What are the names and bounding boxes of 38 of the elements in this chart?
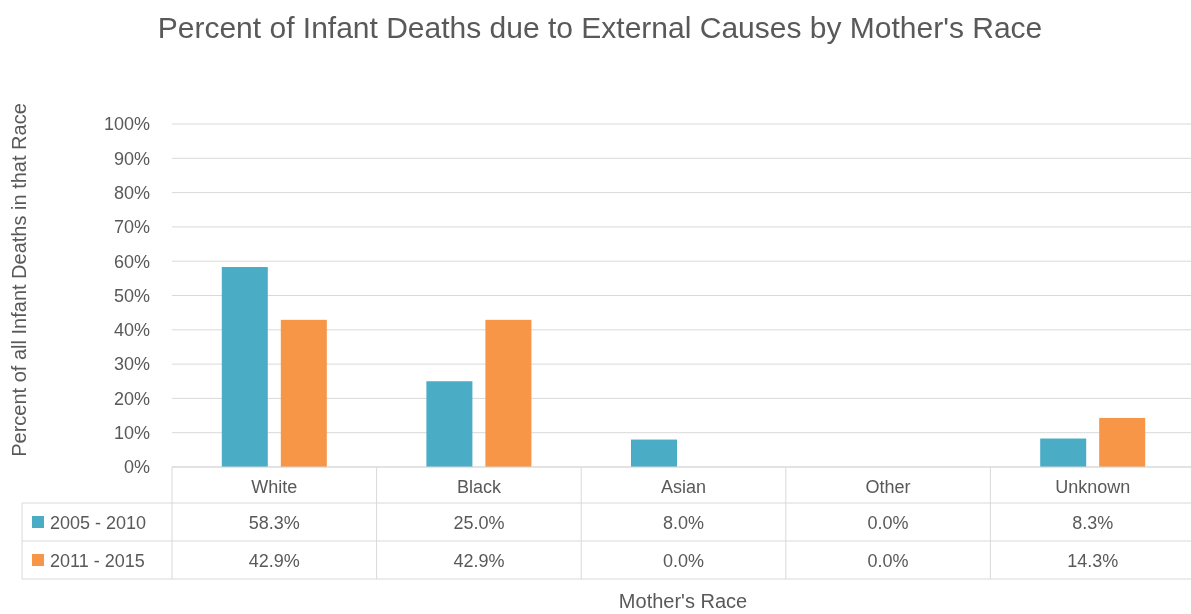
data-label: 0.0% <box>662 551 705 571</box>
bar <box>485 319 532 467</box>
x-axis-title: Mother's Race <box>618 590 748 612</box>
bar <box>1040 438 1087 467</box>
y-tick-label: 20% <box>113 388 150 409</box>
x-tick-label: Black <box>456 477 502 497</box>
y-tick-label: 10% <box>113 423 150 443</box>
y-tick-label: 90% <box>113 148 150 169</box>
data-label: 42.9% <box>453 551 505 571</box>
y-axis-title: Percent of all Infant Deaths in that Race <box>8 103 30 457</box>
legend-label: 2011 - 2015 <box>50 551 145 571</box>
y-tick-label: 80% <box>113 182 150 203</box>
chart-title: Percent of Infant Deaths due to External Causes by Mother's Race <box>157 11 1043 44</box>
legend-label: 2005 - 2010 <box>50 513 147 533</box>
data-label: 58.3% <box>248 513 300 533</box>
data-label: 8.0% <box>662 513 705 533</box>
data-label: 0.0% <box>867 551 909 571</box>
bar <box>1099 417 1146 467</box>
bar <box>631 439 677 467</box>
y-tick-label: 70% <box>113 217 150 238</box>
bar <box>221 267 268 467</box>
x-tick-label: Unknown <box>1055 477 1131 497</box>
x-tick-label: Other <box>865 477 911 497</box>
x-tick-label: White <box>251 477 298 497</box>
y-tick-label: 30% <box>113 354 150 375</box>
bar <box>426 381 473 467</box>
data-label: 42.9% <box>248 551 300 571</box>
y-tick-label: 40% <box>113 320 150 341</box>
y-tick-label: 0% <box>123 457 150 478</box>
x-tick-label: Asian <box>660 477 707 497</box>
data-label: 14.3% <box>1067 551 1119 571</box>
data-label: 8.3% <box>1072 513 1114 533</box>
data-label: 0.0% <box>867 513 909 533</box>
data-label: 25.0% <box>453 513 505 533</box>
bar <box>280 319 327 467</box>
y-tick-label: 100% <box>103 114 150 135</box>
y-tick-label: 60% <box>113 251 150 272</box>
y-tick-label: 50% <box>113 285 150 306</box>
